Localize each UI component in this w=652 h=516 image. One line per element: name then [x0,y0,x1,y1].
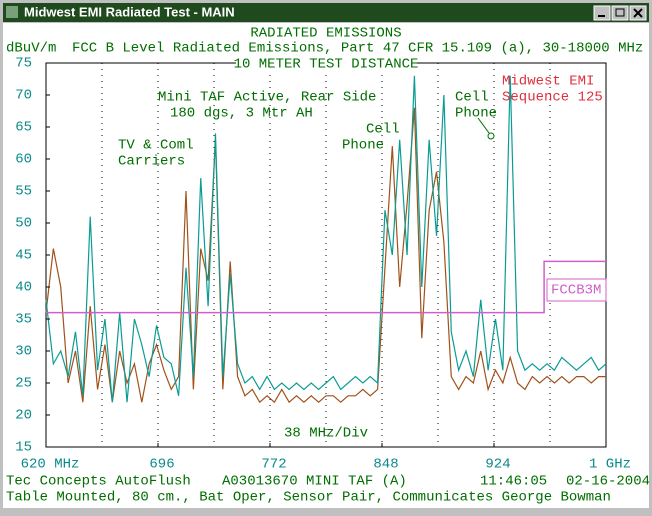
chart-title: RADIATED EMISSIONS [250,26,401,42]
annotation-marker [487,132,495,140]
y-tick-label: 30 [15,344,32,360]
y-tick-label: 15 [15,440,32,456]
annotation: Phone [455,106,497,122]
title-bar [3,3,649,22]
chart-subtitle: FCC B Level Radiated Emissions, Part 47 … [72,41,643,57]
annotation: Phone [342,138,384,154]
y-tick-label: 55 [15,184,32,200]
minimize-button[interactable] [593,5,611,21]
x-tick-label: 620 MHz [21,457,80,473]
app-icon [6,6,18,18]
annotation: Sequence 125 [502,90,603,106]
minimize-icon [598,15,605,17]
trace [45,107,606,404]
y-axis-label: dBuV/m [6,41,56,57]
y-tick-label: 35 [15,312,32,328]
window-buttons[interactable] [593,5,647,21]
annotation: Cell [455,90,489,106]
limit-line [46,260,606,314]
x-tick-label: 924 [485,457,510,473]
close-icon [633,8,643,18]
footer-text: A03013670 MINI TAF (A) [222,474,407,490]
plot [45,63,607,447]
annotation: TV & Coml [118,138,194,154]
trace [45,75,607,403]
annotation-pointer [477,117,490,134]
annotation: Midwest EMI [502,74,594,90]
y-tick-label: 75 [15,56,32,72]
y-tick-label: 45 [15,248,32,264]
footer-text: Table Mounted, 80 cm., Bat Oper, Sensor … [6,490,611,506]
annotation: Carriers [118,154,185,170]
restore-icon [615,8,625,17]
y-tick-label: 65 [15,120,32,136]
label-backdrop [236,57,416,71]
chart-subtitle-2: 10 METER TEST DISTANCE [234,57,419,73]
y-tick-label: 60 [15,152,32,168]
x-tick-label: 772 [261,457,286,473]
restore-button[interactable] [611,5,629,21]
legend-box [546,278,607,302]
annotation: Cell [366,122,400,138]
annotation: 180 dgs, 3 Mtr AH [170,106,313,122]
x-tick-label: 696 [149,457,174,473]
annotation: Mini TAF Active, Rear Side [158,90,376,106]
y-tick-label: 20 [15,408,32,424]
x-tick-label: 1 GHz [589,457,631,473]
footer-date: 02-16-2004 [566,474,650,490]
y-tick-label: 70 [15,88,32,104]
window-title: Midwest EMI Radiated Test - MAIN [24,4,235,19]
y-tick-label: 50 [15,216,32,232]
x-tick-label: 848 [373,457,398,473]
legend-label: FCCB3M [551,283,601,299]
x-axis-label: 38 MHz/Div [284,426,368,442]
footer-text: Tec Concepts AutoFlush [6,474,191,490]
footer-time: 11:46:05 [480,474,547,490]
y-tick-label: 25 [15,376,32,392]
y-tick-label: 40 [15,280,32,296]
